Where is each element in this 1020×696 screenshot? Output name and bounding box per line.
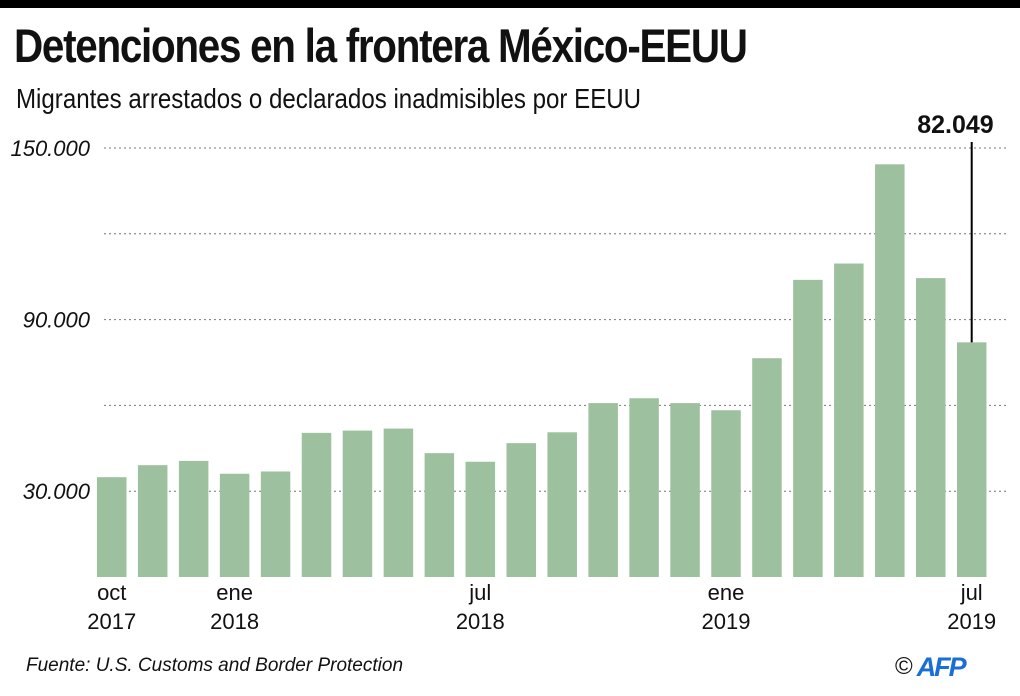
x-tick-month: jul (468, 580, 491, 605)
x-tick-month: oct (97, 580, 126, 605)
y-tick-label: 90.000 (23, 308, 91, 333)
bar (506, 443, 536, 577)
chart-title: Detenciones en la frontera México-EEUU (14, 19, 748, 72)
bar (137, 465, 168, 577)
x-tick-month: ene (708, 580, 745, 605)
bar (793, 279, 823, 577)
annotation-value: 82.049 (917, 111, 993, 139)
bar (178, 460, 209, 577)
y-tick-label: 30.000 (23, 479, 91, 504)
bar (588, 403, 618, 577)
bar (834, 263, 864, 577)
x-tick-month: jul (960, 580, 983, 605)
bar (383, 428, 414, 577)
x-tick-year: 2018 (210, 609, 259, 634)
source-note: Fuente: U.S. Customs and Border Protecti… (26, 655, 404, 676)
bar (301, 432, 332, 577)
bar (629, 398, 659, 577)
copyright-icon: © (895, 653, 913, 680)
x-axis-ticks: oct 2017 ene 2018 jul 2018 ene 2019 jul 2019 (87, 580, 996, 634)
x-tick-year: 2019 (702, 609, 751, 634)
bar (260, 471, 291, 577)
annotations: 82.049 (917, 111, 994, 343)
x-tick-year: 2017 (87, 609, 136, 634)
bar (547, 432, 577, 577)
chart-subtitle: Migrantes arrestados o declarados inadmi… (16, 83, 642, 114)
afp-logo: AFP (916, 651, 967, 682)
bar (875, 164, 905, 577)
bar (97, 477, 127, 577)
y-tick-label: 150.000 (10, 136, 90, 161)
credit: © AFP (895, 651, 967, 682)
x-tick-year: 2019 (947, 609, 996, 634)
x-tick-month: ene (216, 580, 253, 605)
bar (711, 410, 741, 577)
bars (97, 164, 987, 577)
bar (752, 358, 782, 577)
bar (342, 430, 373, 577)
bar (670, 403, 700, 577)
bar (424, 453, 455, 577)
bar (916, 278, 946, 577)
bar (219, 473, 250, 577)
bar (465, 461, 496, 577)
y-axis-ticks: 30.000 90.000 150.000 (10, 136, 90, 504)
bar (956, 342, 987, 577)
top-band (0, 0, 1020, 8)
x-tick-year: 2018 (456, 609, 505, 634)
